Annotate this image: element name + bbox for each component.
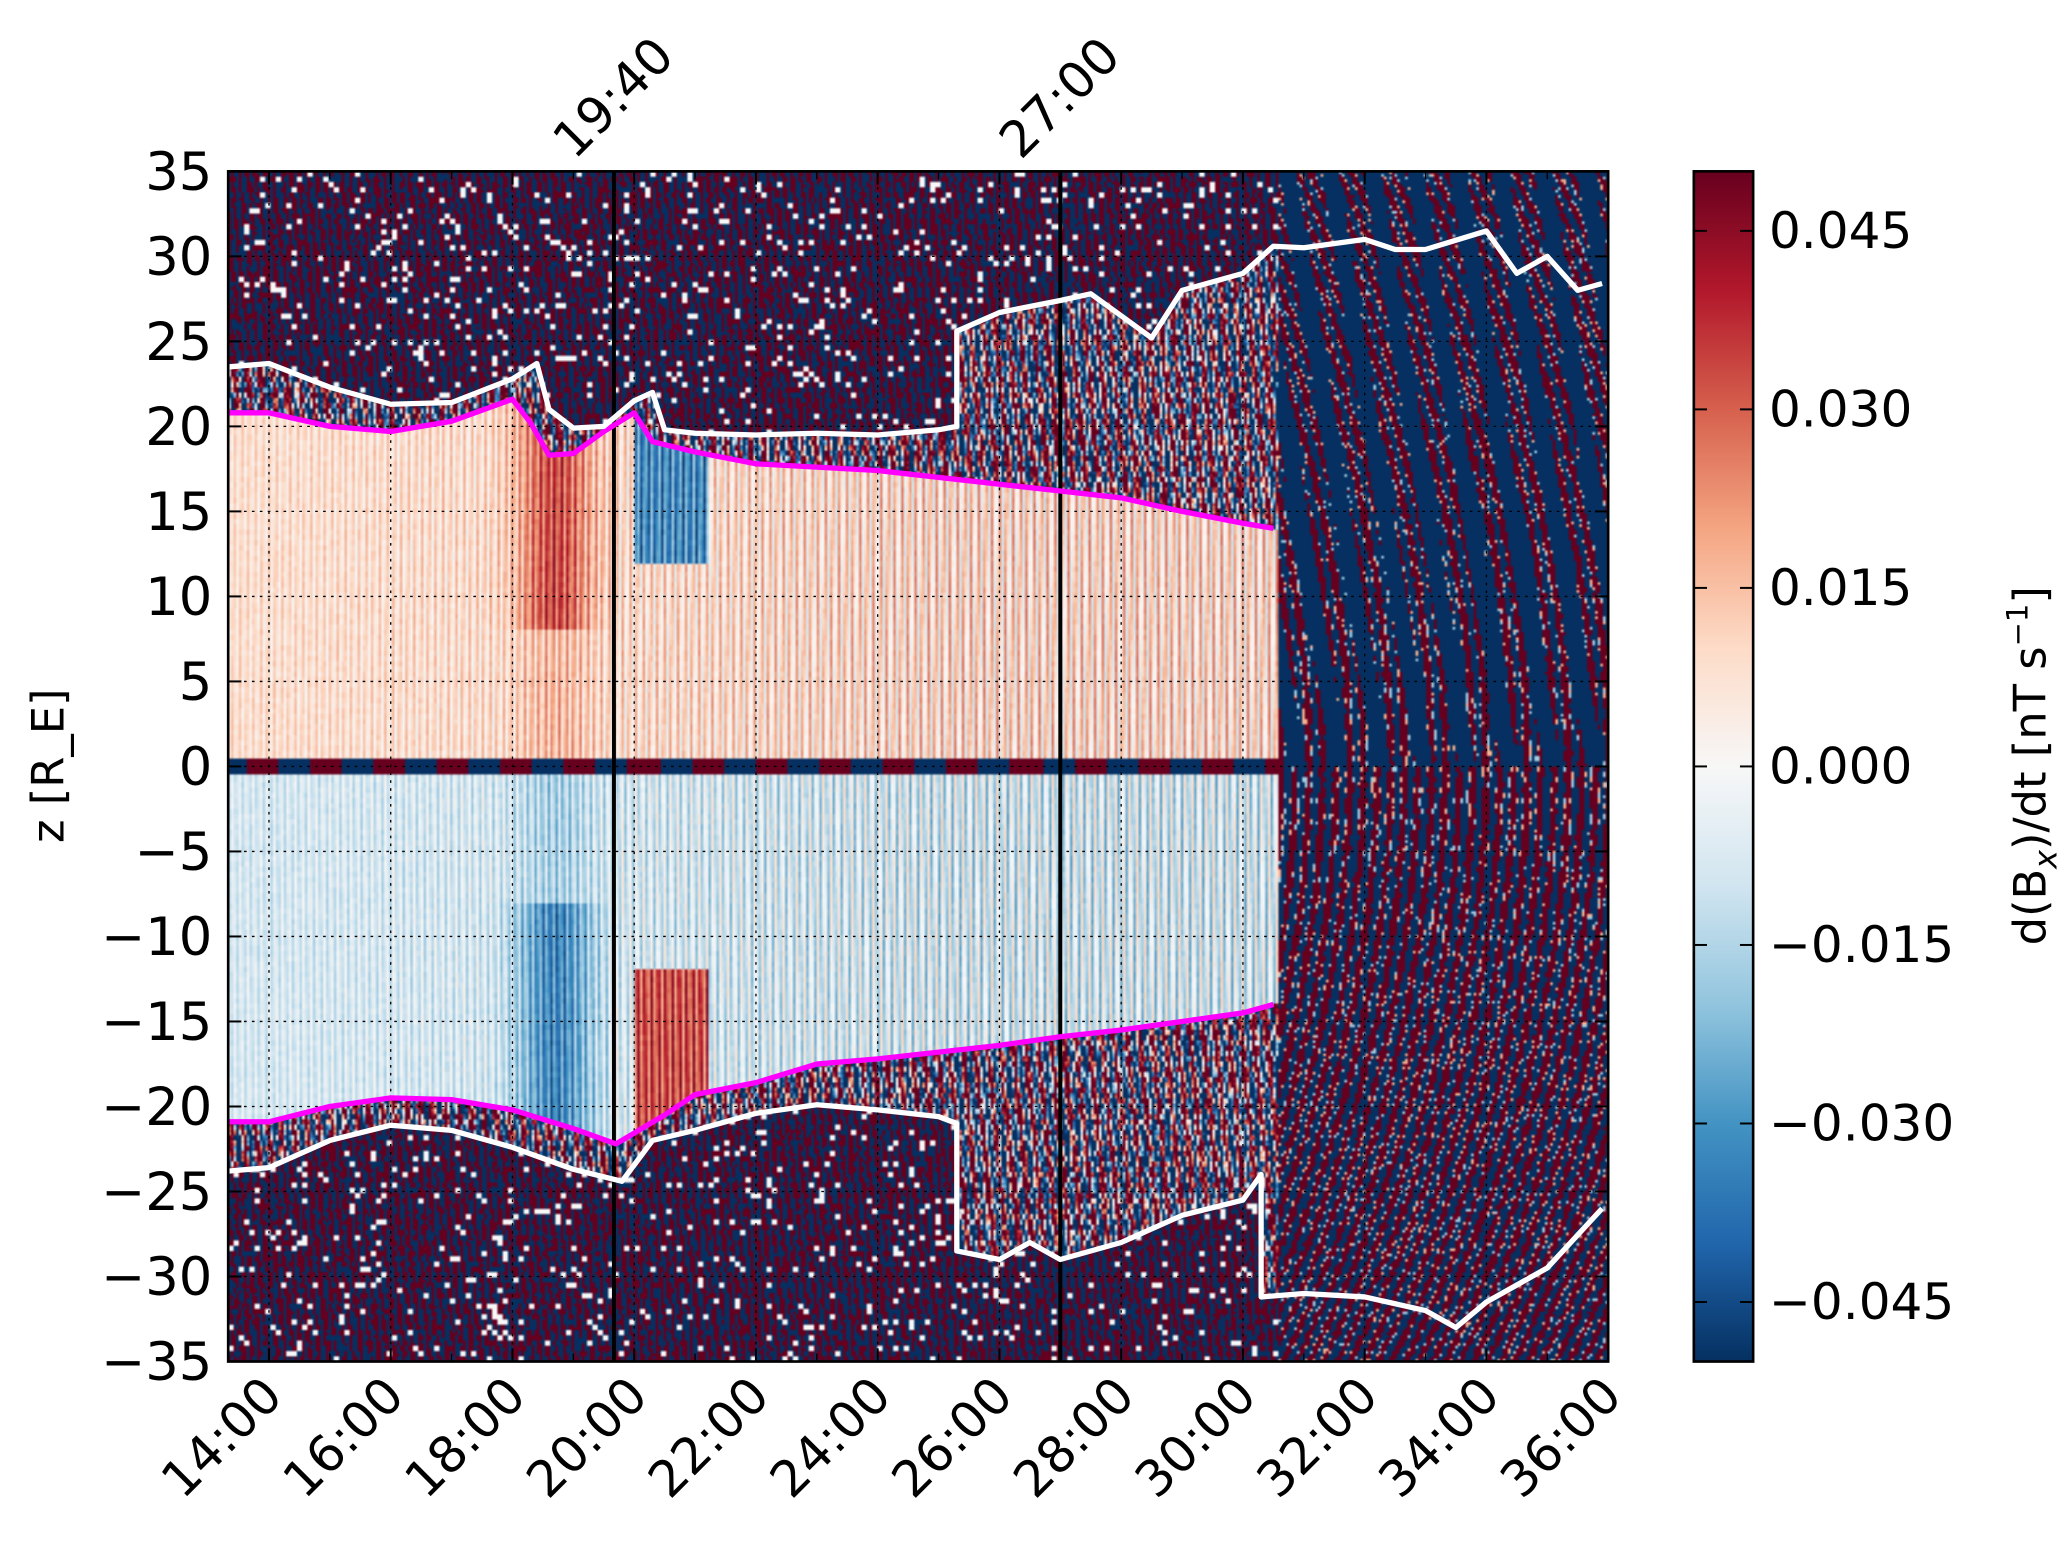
colorbar-tick-label: −0.015 <box>1769 916 1954 974</box>
x-tick-label: 24:00 <box>759 1366 902 1509</box>
y-tick-label: −20 <box>101 1077 212 1138</box>
time-marker-label: 27:00 <box>988 26 1131 169</box>
marker-labels: 19:40 27:00 <box>542 26 1131 169</box>
y-tick-label: 20 <box>145 397 212 458</box>
x-tick-label: 26:00 <box>881 1366 1024 1509</box>
boundary-line-white-upper <box>227 228 1603 438</box>
y-tick-labels: 35 30 25 20 15 10 5 0 −5 −10 −15 −20 −25 −30 −35 <box>101 142 212 1393</box>
axis-ticks <box>228 170 1610 1363</box>
y-tick-label: 10 <box>145 567 212 628</box>
y-tick-label: −5 <box>135 822 213 883</box>
y-tick-label: −30 <box>101 1247 212 1308</box>
y-tick-label: 5 <box>179 652 213 713</box>
y-tick-label: −10 <box>101 907 212 968</box>
x-tick-labels: 14:0016:0018:0020:0022:0024:0026:0028:00… <box>150 1366 1632 1509</box>
boundary-line-magenta-lower <box>228 1001 1275 1147</box>
colorbar-tick-label: −0.030 <box>1769 1095 1954 1153</box>
boundary-lines <box>227 228 1605 1331</box>
x-tick-label: 34:00 <box>1368 1366 1511 1509</box>
y-tick-label: −25 <box>101 1162 212 1223</box>
x-tick-label: 22:00 <box>637 1366 780 1509</box>
y-tick-label: 25 <box>145 312 212 373</box>
y-tick-label: 0 <box>179 737 213 798</box>
colorbar-tick-label: 0.045 <box>1769 202 1912 260</box>
colorbar-label: d(Bx)/dt [nT s−1] <box>2000 586 2064 945</box>
boundary-line-white-lower <box>227 1102 1605 1331</box>
y-tick-label: 35 <box>145 142 212 203</box>
x-tick-label: 32:00 <box>1246 1366 1389 1509</box>
x-tick-label: 30:00 <box>1124 1366 1267 1509</box>
colorbar-tick-label: −0.045 <box>1769 1273 1954 1331</box>
y-tick-label: −35 <box>101 1332 212 1393</box>
y-tick-label: 30 <box>145 227 212 288</box>
time-markers <box>611 171 1063 1362</box>
x-tick-label: 16:00 <box>272 1366 415 1509</box>
y-tick-label: 15 <box>145 482 212 543</box>
colorbar-tick-label: 0.015 <box>1769 559 1912 617</box>
x-tick-label: 28:00 <box>1002 1366 1145 1509</box>
x-tick-label: 20:00 <box>515 1366 658 1509</box>
x-tick-label: 36:00 <box>1489 1366 1632 1509</box>
y-tick-label: −15 <box>101 992 212 1053</box>
colorbar-ticks: 0.045 0.030 0.015 0.000 −0.015 −0.030 −0.045 <box>1693 202 1954 1331</box>
colorbar-tick-label: 0.030 <box>1769 381 1912 439</box>
x-tick-label: 18:00 <box>394 1366 537 1509</box>
boundary-line-magenta-upper <box>228 396 1274 531</box>
colorbar-tick-label: 0.000 <box>1769 738 1912 796</box>
plot-area <box>226 170 1610 1363</box>
time-marker-label: 19:40 <box>542 26 685 169</box>
y-axis-label: z [R_E] <box>21 689 74 844</box>
colorbar: 0.045 0.030 0.015 0.000 −0.015 −0.030 −0.045 d… <box>1692 170 2064 1363</box>
